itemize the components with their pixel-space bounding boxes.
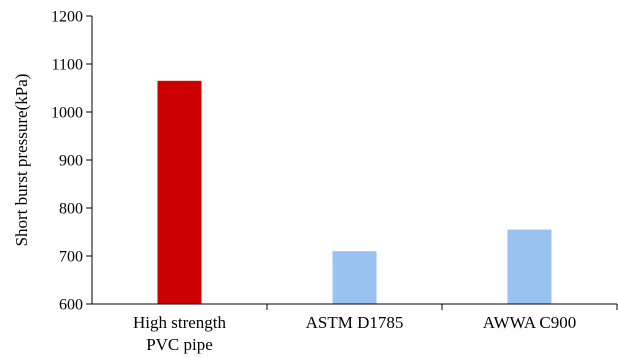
- x-axis-categories: High strength PVC pipe ASTM D1785 AWWA C900: [133, 304, 618, 354]
- y-axis-title: Short burst pressure(kPa): [12, 74, 31, 247]
- x-category-label: AWWA C900: [483, 313, 577, 332]
- x-category-label: PVC pipe: [146, 335, 213, 354]
- bar: [157, 80, 202, 304]
- x-category-label: High strength: [133, 313, 227, 332]
- y-tick-label: 700: [59, 249, 83, 266]
- y-tick-label: 1000: [51, 105, 83, 122]
- y-tick-label: 1100: [52, 57, 83, 74]
- x-category-label: ASTM D1785: [306, 313, 404, 332]
- y-axis-title-group: Short burst pressure(kPa): [12, 74, 31, 247]
- y-axis-ticks: 600 700 800 900 1000 1100 1200: [51, 9, 92, 314]
- y-tick-label: 1200: [51, 9, 83, 26]
- y-tick-label: 800: [59, 201, 83, 218]
- y-tick-label: 600: [59, 297, 83, 314]
- bars: [157, 80, 552, 304]
- y-tick-label: 900: [59, 153, 83, 170]
- bar: [507, 229, 552, 304]
- bar: [332, 251, 377, 304]
